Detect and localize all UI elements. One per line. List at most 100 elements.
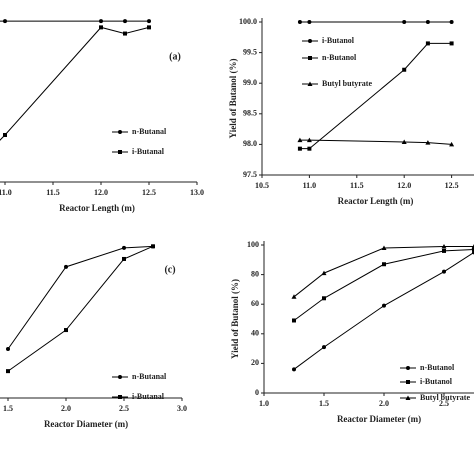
x-tick-label: 12.0 — [94, 188, 108, 197]
x-tick-label: 10.5 — [255, 181, 269, 190]
x-tick-label: 12.5 — [445, 181, 459, 190]
legend-label: Butyl butyrate — [322, 79, 372, 88]
series-line — [7, 245, 154, 350]
legend-label: i-Butanal — [132, 147, 165, 156]
marker — [292, 318, 296, 323]
y-tick-label: 0 — [255, 388, 259, 397]
marker — [308, 39, 312, 43]
marker — [123, 19, 127, 24]
x-axis-title: Reactor Diameter (m) — [337, 414, 421, 424]
marker — [449, 41, 454, 46]
marker — [118, 395, 122, 399]
marker — [118, 130, 122, 134]
y-tick-label: 98.0 — [243, 139, 257, 148]
x-tick-label: 2.5 — [439, 399, 449, 408]
x-tick-label: 11.0 — [0, 188, 12, 197]
y-tick-label: 99.5 — [243, 47, 257, 56]
x-tick-label: 13.0 — [190, 188, 204, 197]
y-tick-label: 40 — [251, 329, 259, 338]
marker — [449, 141, 455, 147]
panel: 10.5 11.0 11.5 12.0 12.5 97.5 98.0 98.5 99.0 99.5… — [228, 17, 474, 206]
marker — [322, 345, 326, 350]
marker — [147, 19, 151, 24]
marker — [406, 366, 410, 370]
x-tick-label: 3.0 — [177, 404, 187, 413]
marker — [292, 367, 296, 372]
legend-label: i-Butanol — [420, 377, 453, 386]
series-line — [293, 251, 474, 370]
marker — [151, 244, 155, 249]
x-tick-label: 2.0 — [61, 404, 71, 413]
y-tick-label: 98.5 — [243, 109, 257, 118]
marker — [297, 20, 302, 24]
marker — [382, 262, 386, 267]
marker — [406, 380, 410, 384]
y-tick-label: 97.5 — [243, 170, 257, 179]
x-tick-label: 2.5 — [119, 404, 129, 413]
marker — [425, 41, 430, 46]
marker — [402, 20, 407, 24]
series-line — [293, 245, 474, 298]
marker — [382, 303, 386, 308]
y-axis-title: Yield of Butanol (%) — [228, 59, 238, 139]
marker — [307, 20, 312, 24]
x-tick-label: 11.0 — [303, 181, 317, 190]
x-tick-label: 12.5 — [142, 188, 156, 197]
marker — [6, 369, 10, 374]
marker — [308, 56, 312, 60]
marker — [441, 243, 447, 249]
marker — [6, 347, 10, 352]
marker — [449, 20, 454, 24]
marker — [99, 19, 103, 24]
marker — [402, 67, 407, 72]
legend-label: n-Butanal — [132, 372, 167, 381]
marker — [306, 137, 312, 143]
marker — [405, 395, 411, 400]
x-tick-label: 11.5 — [46, 188, 60, 197]
legend-label: Butyl butyrate — [420, 393, 470, 402]
y-axis-title: Yield of Butanol (%) — [230, 279, 240, 359]
marker — [122, 256, 126, 261]
x-tick-label: 1.0 — [259, 399, 269, 408]
series-line — [293, 248, 474, 321]
marker — [122, 245, 126, 250]
marker — [472, 247, 474, 252]
marker — [118, 375, 122, 379]
marker — [322, 296, 326, 301]
marker — [442, 269, 446, 274]
marker — [297, 137, 303, 143]
y-tick-label: 100.0 — [239, 17, 257, 26]
marker — [307, 81, 313, 86]
marker — [307, 146, 312, 151]
y-tick-label: 60 — [251, 299, 259, 308]
marker — [64, 264, 68, 269]
panel: 11.0 11.5 12.0 12.5 13.0 Reactor Length (m) (a… — [0, 19, 204, 213]
marker — [425, 140, 431, 145]
y-tick-label: 99.0 — [243, 78, 257, 87]
y-tick-label: 100 — [247, 240, 259, 249]
panel-label: (c) — [164, 264, 175, 275]
x-tick-label: 11.5 — [350, 181, 364, 190]
panel: 1.01.52.02.53.0020406080100Reactor Diame… — [230, 240, 474, 424]
legend-label: n-Butanol — [322, 53, 357, 62]
panel: 1.5 2.0 2.5 3.0 Reactor Diameter (m) (c) n-But… — [0, 244, 187, 429]
marker — [118, 150, 122, 154]
marker — [381, 245, 387, 250]
marker — [3, 132, 7, 137]
series-line — [0, 26, 150, 141]
legend-label: n-Butanal — [132, 127, 167, 136]
marker — [425, 20, 430, 24]
marker — [401, 139, 407, 144]
x-tick-label: 12.0 — [397, 181, 411, 190]
marker — [442, 248, 446, 253]
series-line — [7, 245, 154, 372]
x-tick-label: 2.0 — [379, 399, 389, 408]
marker — [471, 243, 474, 249]
x-tick-label: 1.5 — [3, 404, 13, 413]
marker — [99, 25, 103, 30]
x-axis-title: Reactor Length (m) — [338, 196, 414, 206]
legend-label: i-Butanol — [322, 36, 355, 45]
x-tick-label: 1.5 — [319, 399, 329, 408]
marker — [123, 31, 127, 36]
